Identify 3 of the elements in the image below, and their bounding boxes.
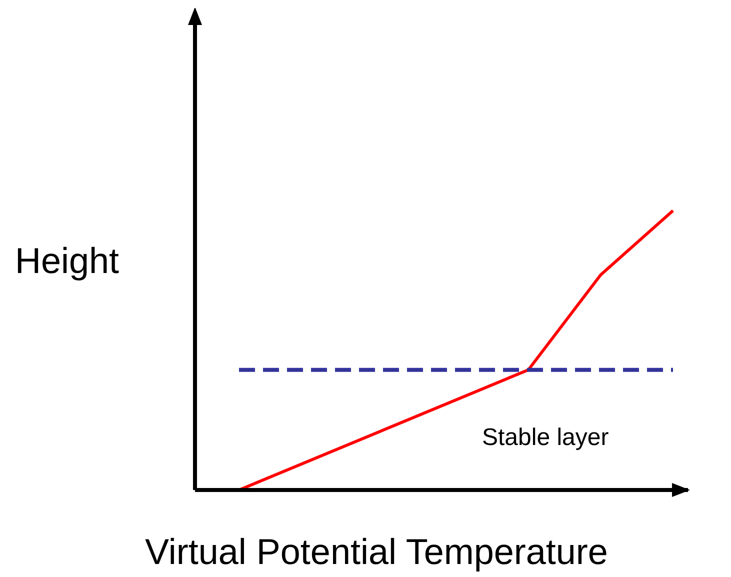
x-axis-title: Virtual Potential Temperature [145, 531, 608, 573]
annotation: Stable layer [482, 424, 609, 452]
y-axis-title: Height [15, 240, 120, 282]
